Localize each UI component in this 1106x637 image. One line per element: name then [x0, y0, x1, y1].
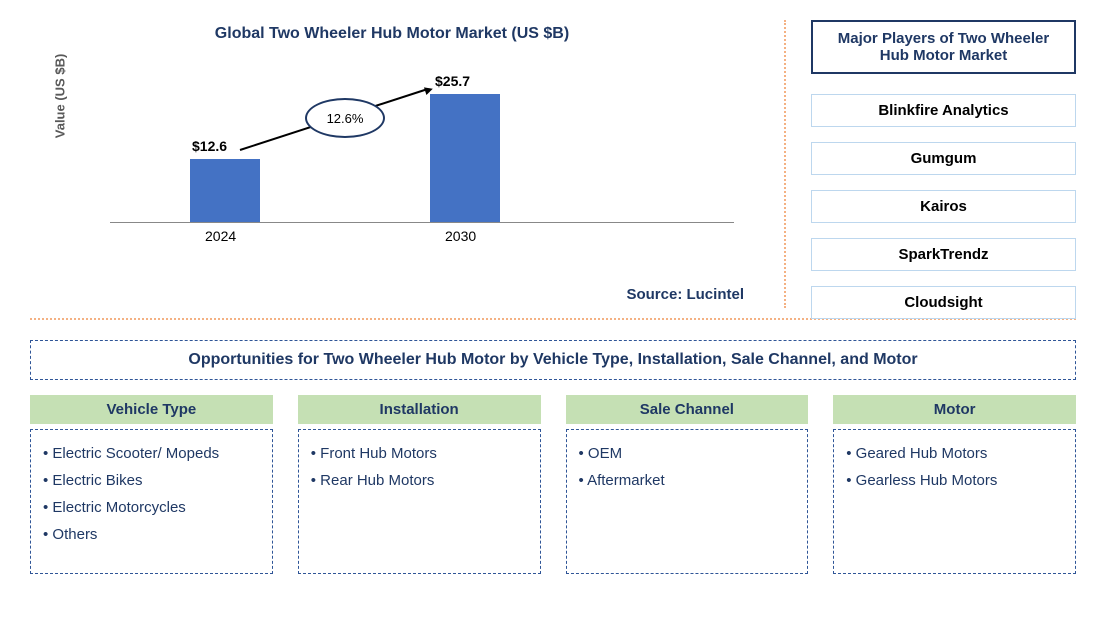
- opp-col-body: • Geared Hub Motors • Gearless Hub Motor…: [833, 429, 1076, 574]
- y-axis-label: Value (US $B): [53, 54, 68, 139]
- opp-item: • Gearless Hub Motors: [846, 467, 1063, 494]
- opp-col-sale-channel: Sale Channel • OEM • Aftermarket: [566, 395, 809, 574]
- bar-label-2024: $12.6: [192, 138, 227, 154]
- opp-col-header: Installation: [298, 395, 541, 424]
- opportunities-section: Opportunities for Two Wheeler Hub Motor …: [30, 340, 1076, 574]
- opp-item: • Front Hub Motors: [311, 440, 528, 467]
- x-label-2024: 2024: [205, 228, 236, 244]
- opp-item: • Electric Motorcycles: [43, 494, 260, 521]
- player-item: Gumgum: [811, 142, 1076, 175]
- opp-col-header: Vehicle Type: [30, 395, 273, 424]
- opp-item: • Others: [43, 521, 260, 548]
- player-item: Blinkfire Analytics: [811, 94, 1076, 127]
- opp-col-header: Motor: [833, 395, 1076, 424]
- chart-area: Global Two Wheeler Hub Motor Market (US …: [30, 20, 786, 308]
- x-label-2030: 2030: [445, 228, 476, 244]
- opp-item: • Electric Scooter/ Mopeds: [43, 440, 260, 467]
- opp-col-vehicle-type: Vehicle Type • Electric Scooter/ Mopeds …: [30, 395, 273, 574]
- bar-label-2030: $25.7: [435, 73, 470, 89]
- opp-item: • Electric Bikes: [43, 467, 260, 494]
- opp-col-header: Sale Channel: [566, 395, 809, 424]
- chart-title: Global Two Wheeler Hub Motor Market (US …: [30, 25, 754, 43]
- opp-col-motor: Motor • Geared Hub Motors • Gearless Hub…: [833, 395, 1076, 574]
- top-section: Global Two Wheeler Hub Motor Market (US …: [30, 20, 1076, 320]
- opp-item: • Aftermarket: [579, 467, 796, 494]
- opp-col-installation: Installation • Front Hub Motors • Rear H…: [298, 395, 541, 574]
- player-item: Cloudsight: [811, 286, 1076, 319]
- opp-item: • OEM: [579, 440, 796, 467]
- bar-2024: [190, 159, 260, 222]
- opp-col-body: • OEM • Aftermarket: [566, 429, 809, 574]
- opp-col-body: • Front Hub Motors • Rear Hub Motors: [298, 429, 541, 574]
- opp-col-body: • Electric Scooter/ Mopeds • Electric Bi…: [30, 429, 273, 574]
- players-title: Major Players of Two Wheeler Hub Motor M…: [811, 20, 1076, 74]
- source-text: Source: Lucintel: [626, 286, 744, 303]
- players-area: Major Players of Two Wheeler Hub Motor M…: [786, 20, 1076, 308]
- opportunities-title: Opportunities for Two Wheeler Hub Motor …: [30, 340, 1076, 380]
- growth-rate-text: 12.6%: [327, 111, 364, 126]
- opp-item: • Rear Hub Motors: [311, 467, 528, 494]
- player-item: SparkTrendz: [811, 238, 1076, 271]
- bar-2030: [430, 94, 500, 222]
- player-item: Kairos: [811, 190, 1076, 223]
- growth-rate-ellipse: 12.6%: [305, 98, 385, 138]
- chart-plot: $12.6 2024 $25.7 2030 12.6%: [110, 73, 734, 223]
- opportunities-columns: Vehicle Type • Electric Scooter/ Mopeds …: [30, 395, 1076, 574]
- opp-item: • Geared Hub Motors: [846, 440, 1063, 467]
- chart-container: Value (US $B) $12.6 2024 $25.7 2030 12.6…: [110, 73, 734, 273]
